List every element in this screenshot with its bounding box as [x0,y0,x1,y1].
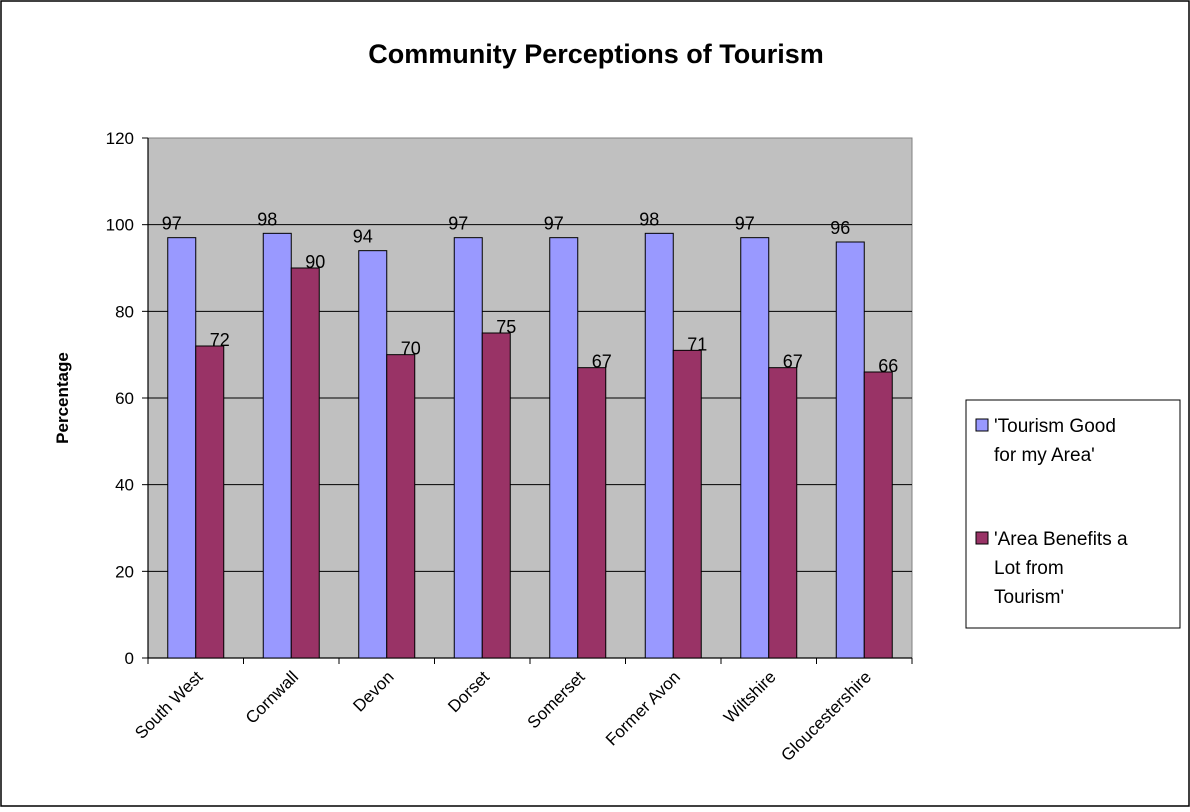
data-label: 97 [735,214,755,234]
data-label: 97 [544,214,564,234]
y-tick-label: 20 [115,562,134,581]
data-label: 66 [878,356,898,376]
legend-label: for my Area' [994,445,1095,466]
legend-label: 'Area Benefits a [994,529,1128,550]
y-tick-label: 120 [106,129,134,148]
legend-swatch [975,531,989,545]
bar-tourism-good [358,250,388,659]
y-tick-label: 80 [115,302,134,321]
bar-area-benefits [386,354,416,659]
legend-swatch [975,418,989,432]
bar-tourism-good [262,232,292,659]
bar-tourism-good [167,237,197,659]
data-label: 98 [639,209,659,229]
data-label: 75 [496,317,516,337]
legend-label: Tourism' [994,587,1064,608]
bar-area-benefits [481,332,511,659]
bar-area-benefits [768,367,798,659]
data-label: 67 [783,352,803,372]
y-axis-title: Percentage [53,352,72,444]
y-tick-label: 0 [125,649,134,668]
data-label: 97 [448,214,468,234]
chart-title: Community Perceptions of Tourism [368,39,824,69]
y-tick-label: 100 [106,216,134,235]
y-tick-label: 60 [115,389,134,408]
data-label: 97 [162,214,182,234]
bar-tourism-good [644,232,674,659]
bar-tourism-good [835,241,865,659]
data-label: 96 [830,218,850,238]
bar-area-benefits [863,371,893,659]
bar-area-benefits [195,345,225,659]
legend-label: 'Tourism Good [994,416,1116,437]
bar-area-benefits [577,367,607,659]
legend: 'Tourism Good for my Area' 'Area Benefits … [965,399,1181,629]
legend-label: Lot from [994,558,1064,579]
y-tick-label: 40 [115,476,134,495]
bar-tourism-good [740,237,770,659]
data-label: 94 [353,227,373,247]
data-label: 70 [401,339,421,359]
bar-tourism-good [549,237,579,659]
data-label: 67 [592,352,612,372]
data-label: 90 [305,252,325,272]
bar-area-benefits [290,267,320,659]
bar-tourism-good [453,237,483,659]
data-label: 71 [687,334,707,354]
legend-box [965,399,1181,629]
bar-area-benefits [672,349,702,659]
data-label: 98 [257,209,277,229]
data-label: 72 [210,330,230,350]
